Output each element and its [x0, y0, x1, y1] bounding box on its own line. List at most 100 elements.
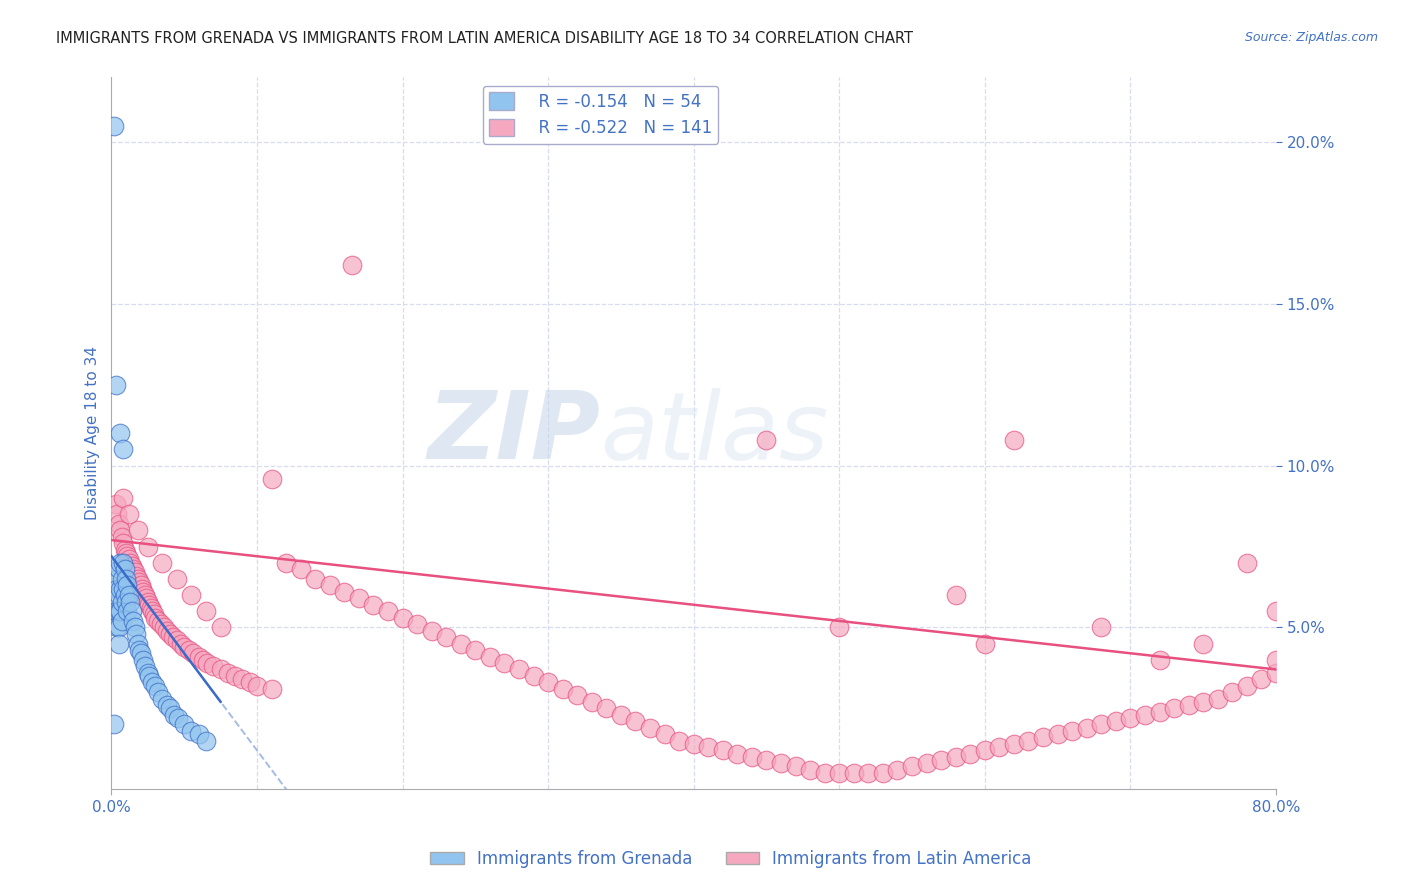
- Point: [915, 756, 938, 771]
- Point: [668, 733, 690, 747]
- Point: [799, 763, 821, 777]
- Point: [711, 743, 734, 757]
- Point: [682, 737, 704, 751]
- Point: [420, 624, 443, 638]
- Point: [112, 582, 135, 596]
- Point: [828, 620, 851, 634]
- Point: [162, 630, 184, 644]
- Point: [434, 630, 457, 644]
- Point: [180, 588, 202, 602]
- Point: [103, 717, 125, 731]
- Point: [108, 524, 131, 538]
- Y-axis label: Disability Age 18 to 34: Disability Age 18 to 34: [86, 346, 100, 520]
- Point: [105, 604, 128, 618]
- Point: [121, 558, 143, 573]
- Point: [945, 749, 967, 764]
- Point: [697, 740, 720, 755]
- Point: [132, 584, 155, 599]
- Point: [143, 610, 166, 624]
- Point: [115, 546, 138, 560]
- Point: [122, 562, 145, 576]
- Point: [143, 679, 166, 693]
- Point: [260, 681, 283, 696]
- Point: [125, 627, 148, 641]
- Point: [170, 636, 193, 650]
- Point: [1090, 620, 1112, 634]
- Point: [177, 643, 200, 657]
- Point: [638, 721, 661, 735]
- Point: [136, 540, 159, 554]
- Point: [246, 679, 269, 693]
- Point: [1177, 698, 1199, 712]
- Point: [209, 620, 232, 634]
- Point: [1119, 711, 1142, 725]
- Point: [135, 591, 157, 606]
- Point: [450, 636, 472, 650]
- Text: Source: ZipAtlas.com: Source: ZipAtlas.com: [1244, 31, 1378, 45]
- Point: [127, 636, 149, 650]
- Point: [110, 614, 132, 628]
- Point: [537, 675, 560, 690]
- Point: [120, 594, 142, 608]
- Point: [494, 656, 516, 670]
- Point: [988, 740, 1011, 755]
- Point: [138, 669, 160, 683]
- Legend:   R = -0.154   N = 54,   R = -0.522   N = 141: R = -0.154 N = 54, R = -0.522 N = 141: [482, 86, 718, 144]
- Point: [167, 711, 190, 725]
- Text: atlas: atlas: [600, 388, 828, 479]
- Point: [159, 627, 181, 641]
- Point: [858, 766, 880, 780]
- Point: [567, 689, 589, 703]
- Point: [1090, 717, 1112, 731]
- Point: [231, 672, 253, 686]
- Point: [128, 643, 150, 657]
- Point: [105, 620, 128, 634]
- Point: [1133, 707, 1156, 722]
- Point: [195, 733, 218, 747]
- Point: [1236, 679, 1258, 693]
- Point: [886, 763, 908, 777]
- Point: [166, 572, 188, 586]
- Point: [146, 685, 169, 699]
- Point: [1032, 731, 1054, 745]
- Point: [973, 636, 995, 650]
- Point: [1236, 556, 1258, 570]
- Point: [129, 646, 152, 660]
- Point: [1192, 636, 1215, 650]
- Point: [131, 582, 153, 596]
- Point: [124, 566, 146, 580]
- Text: ZIP: ZIP: [427, 387, 600, 479]
- Point: [551, 681, 574, 696]
- Point: [180, 723, 202, 738]
- Point: [112, 442, 135, 457]
- Point: [333, 584, 356, 599]
- Point: [108, 582, 131, 596]
- Point: [107, 516, 129, 531]
- Point: [872, 766, 894, 780]
- Point: [120, 556, 142, 570]
- Point: [103, 119, 125, 133]
- Point: [125, 568, 148, 582]
- Point: [1149, 653, 1171, 667]
- Point: [769, 756, 792, 771]
- Point: [1105, 714, 1128, 729]
- Point: [391, 610, 413, 624]
- Point: [173, 717, 195, 731]
- Point: [112, 491, 135, 505]
- Point: [149, 617, 172, 632]
- Point: [153, 620, 176, 634]
- Point: [290, 562, 312, 576]
- Point: [166, 633, 188, 648]
- Point: [104, 604, 127, 618]
- Point: [127, 572, 149, 586]
- Point: [1149, 705, 1171, 719]
- Point: [814, 766, 837, 780]
- Point: [139, 601, 162, 615]
- Point: [377, 604, 399, 618]
- Point: [110, 572, 132, 586]
- Point: [1062, 723, 1084, 738]
- Point: [1220, 685, 1243, 699]
- Point: [150, 691, 173, 706]
- Point: [124, 620, 146, 634]
- Point: [340, 258, 363, 272]
